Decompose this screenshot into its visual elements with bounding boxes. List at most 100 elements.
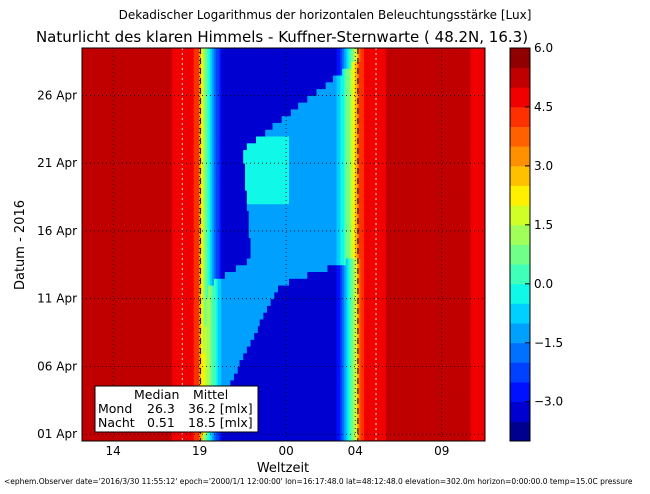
heatmap-cell — [452, 413, 455, 422]
heatmap-cell — [389, 413, 392, 422]
heatmap-cell — [463, 339, 466, 347]
heatmap-cell — [135, 319, 138, 327]
heatmap-cell — [144, 312, 147, 320]
heatmap-cell — [475, 400, 479, 408]
heatmap-cell — [158, 325, 162, 333]
heatmap-cell — [369, 291, 372, 300]
heatmap-cell — [320, 285, 323, 293]
heatmap-cell — [378, 420, 381, 428]
heatmap-cell — [353, 339, 356, 347]
heatmap-cell — [468, 312, 471, 320]
heatmap-cell — [316, 325, 319, 333]
heatmap-cell — [402, 400, 405, 408]
heatmap-cell — [378, 312, 381, 320]
heatmap-cell — [362, 319, 365, 327]
heatmap-cell — [105, 312, 109, 320]
heatmap-cell — [147, 285, 151, 293]
heatmap-cell — [437, 427, 440, 435]
heatmap-cell — [268, 346, 272, 354]
heatmap-cell — [376, 346, 380, 354]
heatmap-cell — [246, 298, 250, 306]
heatmap-cell — [102, 291, 105, 300]
heatmap-cell — [98, 285, 101, 293]
heatmap-cell — [111, 319, 114, 327]
heatmap-cell — [349, 305, 352, 313]
heatmap-cell — [474, 346, 477, 354]
heatmap-cell — [409, 386, 413, 394]
heatmap-cell — [254, 291, 257, 300]
heatmap-cell — [318, 366, 321, 374]
heatmap-cell — [89, 386, 92, 394]
heatmap-cell — [166, 346, 169, 354]
heatmap-cell — [371, 380, 374, 388]
heatmap-cell — [408, 346, 411, 354]
heatmap-cell — [166, 298, 169, 306]
heatmap-cell — [360, 285, 363, 293]
heatmap-cell — [265, 413, 268, 422]
heatmap-cell — [301, 325, 305, 333]
heatmap-cell — [349, 312, 352, 320]
heatmap-cell — [177, 352, 180, 361]
heatmap-cell — [283, 386, 286, 394]
heatmap-cell — [455, 298, 458, 306]
heatmap-cell — [428, 400, 431, 408]
heatmap-cell — [475, 407, 479, 415]
heatmap-cell — [263, 359, 266, 367]
heatmap-cell — [404, 305, 407, 313]
heatmap-cell — [318, 325, 321, 333]
heatmap-cell — [292, 339, 295, 347]
heatmap-cell — [133, 434, 136, 442]
heatmap-cell — [354, 393, 358, 401]
heatmap-cell — [131, 339, 134, 347]
heatmap-cell — [91, 393, 94, 401]
heatmap-cell — [463, 393, 466, 401]
heatmap-cell — [461, 312, 464, 320]
heatmap-cell — [85, 427, 88, 435]
heatmap-cell — [468, 291, 471, 300]
heatmap-cell — [151, 319, 154, 327]
heatmap-cell — [472, 420, 475, 428]
heatmap-cell — [444, 319, 447, 327]
heatmap-cell — [122, 373, 125, 381]
heatmap-cell — [391, 400, 394, 408]
heatmap-cell — [340, 352, 343, 361]
heatmap-cell — [303, 407, 306, 415]
heatmap-cell — [475, 332, 479, 340]
heatmap-cell — [153, 380, 156, 388]
heatmap-cell — [305, 346, 308, 354]
heatmap-cell — [413, 332, 416, 340]
heatmap-cell — [369, 339, 372, 347]
heatmap-cell — [177, 373, 180, 381]
heatmap-cell — [87, 352, 90, 361]
heatmap-cell — [336, 434, 339, 442]
heatmap-cell — [329, 400, 332, 408]
heatmap-cell — [365, 332, 369, 340]
heatmap-cell — [213, 346, 217, 354]
heatmap-cell — [232, 352, 235, 361]
heatmap-cell — [155, 285, 158, 293]
heatmap-cell — [283, 420, 286, 428]
heatmap-cell — [164, 373, 167, 381]
heatmap-cell — [268, 332, 272, 340]
heatmap-cell — [94, 380, 98, 388]
heatmap-cell — [197, 380, 200, 388]
heatmap-cell — [332, 332, 336, 340]
heatmap-cell — [318, 380, 321, 388]
heatmap-cell — [353, 312, 356, 320]
heatmap-cell — [127, 373, 131, 381]
heatmap-cell — [202, 305, 206, 313]
heatmap-cell — [91, 319, 94, 327]
heatmap-cell — [342, 413, 345, 422]
heatmap-cell — [334, 332, 338, 340]
heatmap-cell — [213, 339, 217, 347]
heatmap-cell — [208, 285, 211, 293]
heatmap-cell — [168, 339, 171, 347]
heatmap-cell — [325, 312, 328, 320]
heatmap-cell — [470, 407, 473, 415]
heatmap-cell — [446, 346, 449, 354]
heatmap-cell — [125, 366, 129, 374]
heatmap-cell — [230, 285, 233, 293]
heatmap-cell — [321, 407, 325, 415]
heatmap-cell — [261, 312, 264, 320]
